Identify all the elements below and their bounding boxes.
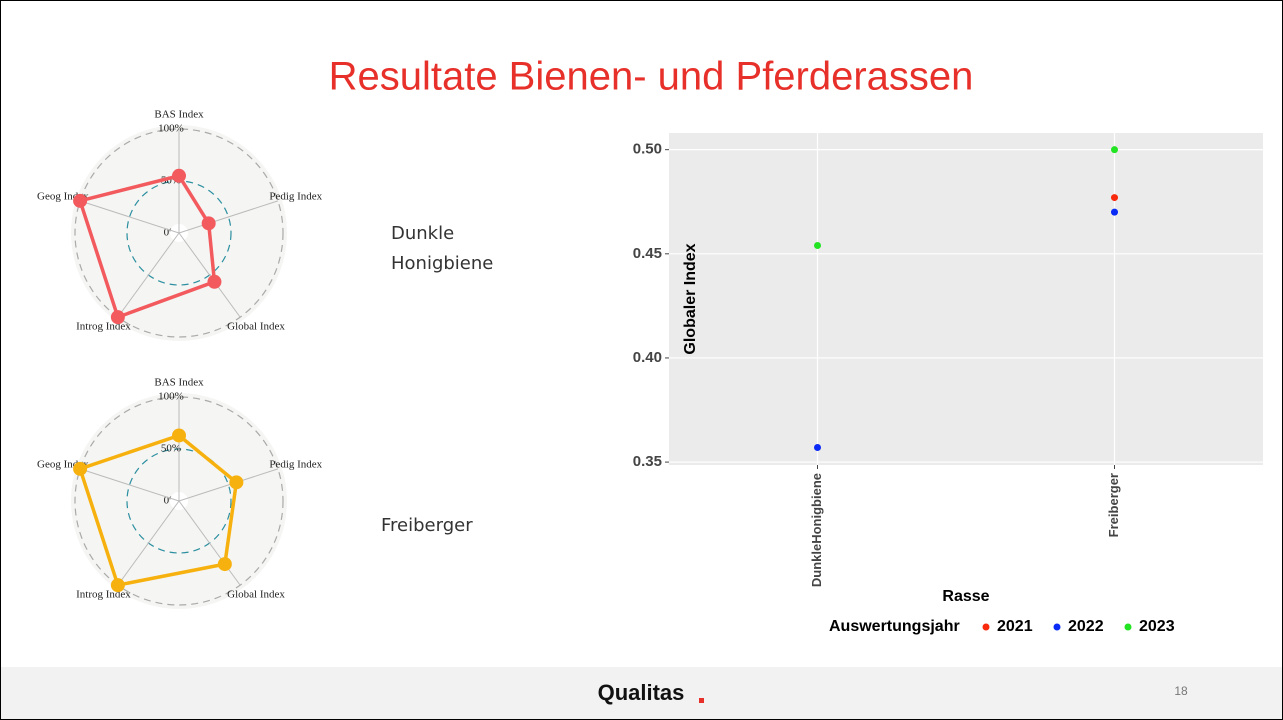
radar-spoke <box>178 232 241 318</box>
point <box>1111 146 1118 154</box>
radar-grid <box>74 128 284 338</box>
radar-spoke <box>117 232 180 318</box>
plot-panel <box>669 133 1263 465</box>
point <box>1111 194 1118 202</box>
y-axis-label: Globaler Index <box>682 243 699 354</box>
radar-axis-label: Introg Index <box>76 320 131 332</box>
point <box>814 241 821 249</box>
radar-point <box>229 475 244 490</box>
legend-label: 2022 <box>1068 618 1104 635</box>
radar-spoke <box>178 468 279 502</box>
logo-dot <box>699 698 704 703</box>
radar-axis-label: Pedig Index <box>269 191 322 203</box>
radar-spoke <box>79 200 180 234</box>
x-axis-label: Rasse <box>942 588 989 605</box>
radar-tick-label: 100% <box>158 123 184 135</box>
radar-point <box>207 274 222 289</box>
radar-point <box>172 428 186 443</box>
radar-grid <box>74 396 284 606</box>
radar-polygon <box>77 433 239 588</box>
radar-spoke <box>178 200 279 234</box>
x-tick-label: DunkleHonigbiene <box>809 473 824 587</box>
legend-swatch <box>1124 623 1132 631</box>
slide-title: Resultate Bienen- und Pferderassen <box>329 55 974 99</box>
radar-point <box>73 461 88 476</box>
y-tick-label: 0.40 <box>633 349 662 366</box>
radar-axis-label: BAS Index <box>154 109 204 121</box>
radar-spoke <box>117 500 180 586</box>
legend-title: Auswertungsjahr <box>829 618 960 635</box>
legend-swatch <box>982 623 990 631</box>
series-label: Freiberger <box>381 515 473 536</box>
series-label: Dunkle Honigbiene <box>391 223 494 274</box>
radar-axis-label: Global Index <box>227 588 285 600</box>
point <box>814 444 821 452</box>
radar-point <box>217 557 232 572</box>
radar-axis-label: Introg Index <box>76 588 131 600</box>
radar-axis-label: Global Index <box>227 320 285 332</box>
page-number: 18 <box>1174 684 1188 698</box>
radar-polygon <box>77 173 217 320</box>
radar-point <box>110 310 125 325</box>
logo: Qualitas <box>598 680 685 705</box>
point <box>1111 208 1118 216</box>
footer-band <box>1 667 1282 719</box>
radar-axis-label: BAS Index <box>154 377 204 389</box>
radar-point <box>172 168 186 183</box>
radar-point <box>201 216 216 231</box>
y-tick-label: 0.50 <box>633 141 662 158</box>
legend-label: 2023 <box>1139 618 1175 635</box>
radar-point <box>110 578 125 593</box>
legend-label: 2021 <box>997 618 1033 635</box>
radar-tick-label: 50% <box>161 443 181 455</box>
radar-axis-label: Pedig Index <box>269 459 322 471</box>
y-tick-label: 0.45 <box>633 245 662 262</box>
radar-spoke <box>178 500 241 586</box>
radar-point <box>73 193 88 208</box>
radar-tick-label: 100% <box>158 391 184 403</box>
x-tick-label: Freiberger <box>1106 473 1121 537</box>
y-tick-label: 0.35 <box>633 453 662 470</box>
legend-swatch <box>1053 623 1061 631</box>
radar-spoke <box>79 468 180 502</box>
